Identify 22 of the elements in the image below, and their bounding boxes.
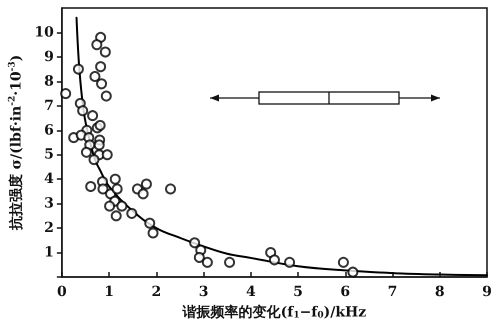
y-tick-label: 7	[44, 98, 54, 114]
y-tick-label: 1	[44, 244, 54, 261]
y-tick-label: 3	[44, 196, 54, 212]
y-tick-label: 9	[44, 48, 54, 65]
x-tick-label: 3	[198, 284, 208, 300]
x-axis-title: 谐振频率的变化(f1−f0)/kHz	[182, 304, 366, 320]
y-tick-label: 5	[44, 146, 54, 163]
x-tick-label: 5	[293, 284, 303, 300]
y-tick-label: 6	[44, 122, 54, 138]
x-tick-label: 2	[151, 284, 162, 300]
y-tick-label: 4	[44, 171, 54, 188]
x-tick-label: 4	[246, 284, 256, 300]
y-axis-title: 抗拉强度 σ/(lbf·in-2·10-3)	[8, 54, 24, 232]
x-tick-label: 6	[340, 284, 350, 300]
y-tick-label: 8	[44, 73, 54, 90]
x-tick-label: 0	[57, 284, 68, 300]
y-tick-label: 2	[44, 220, 54, 236]
x-tick-label: 8	[434, 284, 445, 300]
x-tick-label: 9	[482, 284, 492, 300]
x-tick-label: 1	[104, 284, 114, 300]
y-tick-label: 10	[34, 24, 54, 40]
x-tick-label: 7	[388, 284, 398, 300]
